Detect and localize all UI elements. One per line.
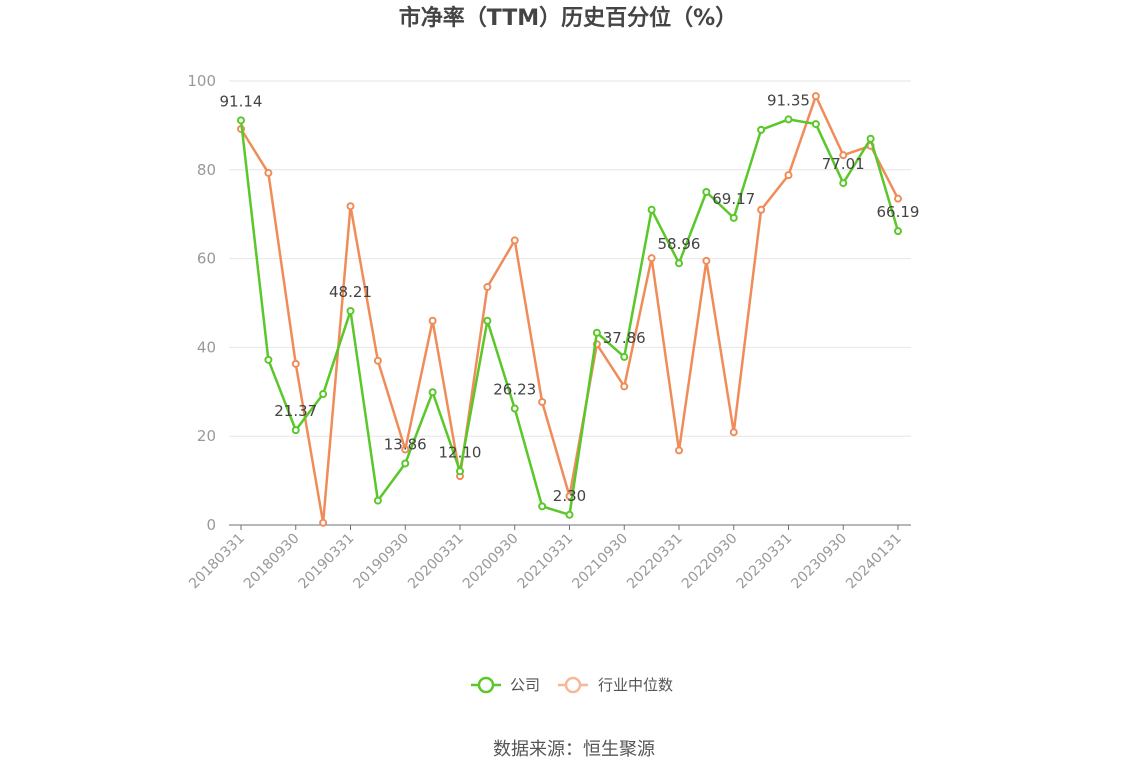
data-label: 58.96	[658, 235, 701, 253]
y-tick-label: 40	[197, 338, 216, 356]
data-point	[346, 306, 355, 315]
data-source: 数据来源：恒生聚源	[493, 739, 655, 760]
data-point	[510, 404, 519, 413]
data-point	[757, 205, 766, 214]
data-point	[319, 518, 328, 527]
data-point	[428, 316, 437, 325]
x-tick-label: 20180930	[241, 531, 303, 593]
data-label: 77.01	[822, 155, 865, 173]
legend-item[interactable]: 行业中位数	[558, 676, 673, 694]
data-point	[757, 125, 766, 134]
data-point	[291, 426, 300, 435]
data-point	[894, 227, 902, 236]
grid	[229, 80, 911, 437]
data-label: 66.19	[877, 203, 920, 221]
x-tick-label: 20220930	[679, 531, 741, 593]
y-axis: 0 20 40 60 80 100	[187, 72, 216, 534]
data-point	[510, 236, 519, 245]
x-tick-label: 20210331	[515, 531, 577, 593]
data-point	[483, 316, 492, 325]
x-tick-label: 20190930	[350, 531, 412, 593]
x-tick-label: 20200331	[405, 531, 467, 593]
data-point	[401, 459, 410, 468]
data-point	[894, 194, 902, 203]
data-point	[264, 168, 273, 177]
data-point	[373, 356, 382, 365]
data-point	[428, 388, 437, 397]
x-tick-label: 20190331	[296, 531, 358, 593]
y-tick-label: 100	[187, 72, 216, 90]
data-point	[319, 390, 328, 399]
data-point	[784, 171, 793, 180]
data-point	[538, 398, 547, 407]
x-axis: 2018033120180930201903312019093020200331…	[186, 524, 911, 593]
data-point	[702, 188, 711, 196]
data-point	[702, 256, 711, 265]
data-point	[373, 496, 382, 505]
x-tick-label: 20200930	[460, 531, 522, 593]
data-point	[811, 92, 820, 101]
data-point	[538, 502, 547, 511]
data-point	[675, 446, 683, 455]
data-point	[592, 328, 601, 337]
data-label: 13.86	[384, 435, 427, 453]
data-point	[839, 151, 848, 160]
data-point	[675, 259, 683, 268]
data-label: 48.21	[329, 283, 372, 301]
x-tick-label: 20240131	[843, 531, 905, 593]
data-label: 12.10	[439, 443, 482, 461]
data-label: 37.86	[603, 329, 646, 347]
data-point	[401, 445, 410, 454]
legend-label: 公司	[510, 676, 540, 694]
x-tick-label: 20220331	[624, 531, 686, 593]
data-point	[237, 116, 245, 125]
data-point	[620, 352, 629, 361]
y-tick-label: 80	[197, 161, 216, 179]
data-point	[264, 355, 273, 364]
data-label: 21.37	[274, 402, 317, 420]
data-point	[729, 428, 738, 437]
data-point	[346, 202, 355, 211]
data-point	[483, 283, 492, 292]
data-label: 69.17	[712, 190, 755, 208]
chart-title: 市净率（TTM）历史百分位（%）	[399, 5, 737, 31]
data-point	[784, 115, 793, 124]
y-tick-label: 0	[206, 516, 216, 534]
series-line-0	[239, 118, 900, 517]
data-label: 26.23	[493, 381, 536, 399]
data-point	[647, 205, 656, 214]
data-point	[839, 179, 848, 188]
data-point	[647, 254, 656, 263]
x-tick-label: 20230930	[788, 531, 850, 593]
data-point	[811, 120, 820, 129]
legend[interactable]: 公司 行业中位数	[471, 676, 673, 694]
series-layer	[237, 92, 902, 527]
data-point	[456, 467, 464, 476]
x-tick-label: 20210930	[569, 531, 631, 593]
y-tick-label: 60	[197, 250, 216, 268]
data-point	[565, 510, 574, 519]
data-labels: 91.14 21.37 48.21 13.86 12.10 26.23 2.30 37.86 5…	[220, 91, 920, 504]
legend-marker	[564, 676, 582, 694]
data-label: 2.30	[553, 487, 586, 505]
series-line-1	[239, 94, 900, 525]
data-point	[866, 134, 875, 143]
legend-item[interactable]: 公司	[471, 676, 540, 694]
y-tick-label: 20	[197, 427, 216, 445]
data-point	[620, 382, 629, 391]
x-tick-label: 20180331	[186, 531, 248, 593]
legend-label: 行业中位数	[598, 676, 673, 694]
data-point	[729, 213, 738, 222]
x-tick-label: 20230331	[734, 531, 796, 593]
legend-marker	[477, 676, 495, 694]
data-label: 91.35	[767, 91, 810, 109]
data-label: 91.14	[220, 92, 263, 110]
data-point	[291, 359, 300, 368]
